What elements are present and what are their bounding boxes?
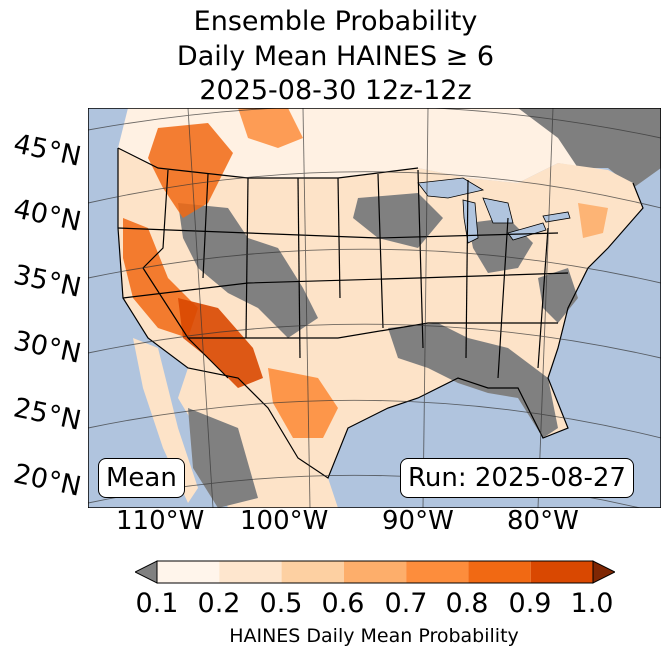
colorbar-over-triangle bbox=[592, 560, 615, 584]
lon-label-110: 110°W bbox=[116, 506, 205, 536]
colorbar-under-triangle bbox=[135, 560, 158, 584]
orange-region-north bbox=[238, 108, 303, 148]
lon-label-90: 90°W bbox=[382, 506, 454, 536]
colorbar-tick-3: 0.6 bbox=[321, 588, 365, 619]
colorbar bbox=[135, 560, 615, 584]
gray-region-west bbox=[178, 203, 318, 338]
lon-label-80: 80°W bbox=[507, 506, 579, 536]
colorbar-tick-0: 0.1 bbox=[135, 588, 179, 619]
gray-region-plains bbox=[353, 193, 443, 248]
lake-ontario bbox=[542, 211, 571, 223]
gray-region-southeast bbox=[388, 323, 558, 438]
run-label-box: Run: 2025-08-27 bbox=[400, 458, 634, 498]
title-line-1: Ensemble Probability bbox=[193, 6, 478, 37]
colorbar-segment-6 bbox=[530, 561, 593, 583]
colorbar-label: HAINES Daily Mean Probability bbox=[229, 625, 519, 647]
colorbar-segment-2 bbox=[281, 561, 344, 583]
lat-label-25: 25°N bbox=[10, 392, 84, 437]
land-canada-east bbox=[518, 108, 661, 188]
lake-superior bbox=[417, 177, 485, 199]
probability-map bbox=[88, 108, 661, 508]
lat-label-20: 20°N bbox=[10, 458, 84, 503]
colorbar-tick-4: 0.7 bbox=[384, 588, 428, 619]
lake-erie bbox=[507, 222, 547, 241]
title-line-3: 2025-08-30 12z-12z bbox=[199, 75, 472, 106]
colorbar-segment-4 bbox=[406, 561, 469, 583]
gray-region-mexico bbox=[188, 408, 258, 508]
colorbar-frame bbox=[156, 560, 594, 584]
title-line-2: Daily Mean HAINES ≥ 6 bbox=[176, 41, 495, 72]
us-outline bbox=[117, 148, 644, 479]
lat-label-45: 45°N bbox=[10, 128, 84, 173]
colorbar-segment-0 bbox=[157, 561, 220, 583]
colorbar-segment-3 bbox=[343, 561, 407, 583]
lat-label-35: 35°N bbox=[10, 259, 84, 304]
colorbar-segment-5 bbox=[468, 561, 531, 583]
colorbar-segment-1 bbox=[219, 561, 282, 583]
lat-label-40: 40°N bbox=[10, 193, 84, 238]
colorbar-tick-2: 0.5 bbox=[259, 588, 303, 619]
lat-label-30: 30°N bbox=[10, 325, 84, 370]
stat-label-box: Mean bbox=[98, 458, 185, 498]
colorbar-tick-1: 0.2 bbox=[197, 588, 241, 619]
lon-label-100: 100°W bbox=[240, 506, 329, 536]
orange-region-ne bbox=[578, 203, 608, 238]
orange-region-pnw bbox=[148, 123, 233, 218]
lake-michigan bbox=[462, 199, 479, 244]
lake-huron bbox=[482, 197, 514, 224]
colorbar-tick-5: 0.8 bbox=[445, 588, 489, 619]
orange-region-tx bbox=[268, 368, 338, 438]
colorbar-tick-6: 0.9 bbox=[508, 588, 552, 619]
colorbar-tick-7: 1.0 bbox=[570, 588, 614, 619]
orange-region-az bbox=[178, 298, 263, 388]
